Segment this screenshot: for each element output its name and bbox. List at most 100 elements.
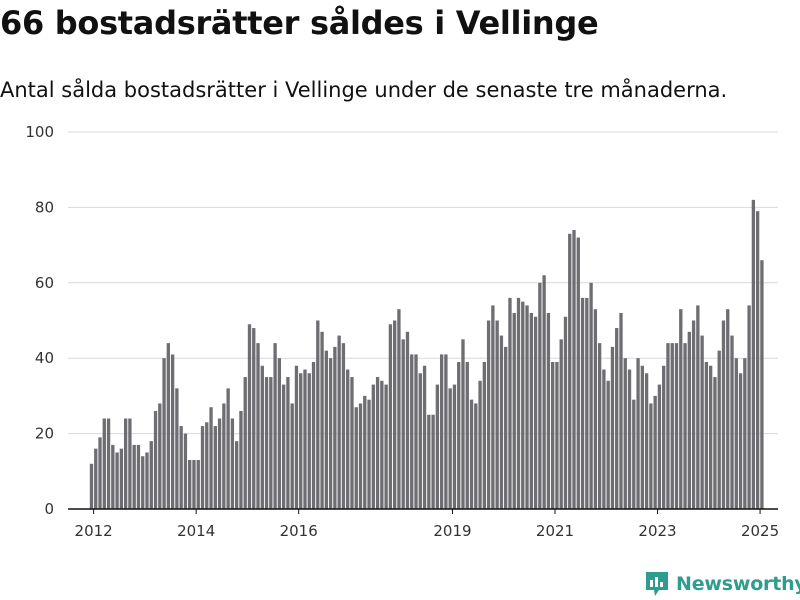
bar xyxy=(704,361,709,509)
bar xyxy=(166,343,171,509)
bar xyxy=(568,233,572,510)
bar xyxy=(708,365,713,509)
bar xyxy=(469,399,474,509)
newsworthy-brand: Newsworthy xyxy=(644,570,800,598)
brand-name: Newsworthy xyxy=(676,573,800,595)
bar xyxy=(94,448,98,509)
bar xyxy=(153,410,158,509)
bar xyxy=(734,358,738,509)
bar xyxy=(98,437,102,509)
bar xyxy=(243,377,247,509)
bar xyxy=(307,373,311,509)
y-tick-label: 80 xyxy=(35,198,54,216)
bar xyxy=(354,407,358,509)
bar xyxy=(495,320,499,509)
bar xyxy=(529,312,533,509)
x-axis: 2012 2014 2016 2019 2021 2023 2025 xyxy=(68,508,779,540)
bar xyxy=(119,448,124,509)
bar xyxy=(721,320,726,509)
bar xyxy=(226,388,230,509)
bar xyxy=(674,343,679,509)
bar xyxy=(136,444,141,509)
bar xyxy=(162,358,166,509)
bar xyxy=(597,343,602,509)
bar xyxy=(474,403,478,509)
bar xyxy=(106,418,111,509)
bar xyxy=(196,459,200,509)
y-tick-label: 20 xyxy=(35,425,54,443)
bar xyxy=(384,384,388,509)
bar xyxy=(730,335,734,509)
bar xyxy=(141,456,145,509)
y-tick-label: 100 xyxy=(25,123,54,141)
bar xyxy=(478,380,482,509)
bar xyxy=(183,433,188,509)
bar xyxy=(747,305,751,509)
bar xyxy=(188,459,192,509)
bar xyxy=(316,320,320,509)
bar xyxy=(341,343,346,509)
bar xyxy=(482,361,487,509)
bar xyxy=(427,414,431,509)
x-tick-label: 2014 xyxy=(177,522,215,540)
bar xyxy=(89,463,94,509)
bar xyxy=(277,358,282,509)
bar xyxy=(551,361,555,509)
bar xyxy=(691,320,696,509)
bar xyxy=(363,395,367,509)
bar xyxy=(717,350,721,509)
bar xyxy=(576,237,580,509)
bar xyxy=(320,331,324,509)
bar xyxy=(602,369,606,509)
bar xyxy=(375,377,380,509)
bar xyxy=(713,377,717,509)
bar xyxy=(572,230,576,509)
bar xyxy=(294,365,299,509)
bar xyxy=(760,260,764,509)
bar xyxy=(333,346,337,509)
newsworthy-logo-icon xyxy=(646,572,668,596)
bar xyxy=(380,380,384,509)
bar xyxy=(559,339,563,509)
bar xyxy=(286,377,290,509)
bar xyxy=(644,373,649,509)
bar xyxy=(457,361,461,509)
bar xyxy=(200,426,205,509)
bar xyxy=(525,305,529,509)
bar xyxy=(350,377,354,509)
bar xyxy=(192,459,196,509)
bar xyxy=(346,369,350,509)
bar xyxy=(205,422,209,509)
bar xyxy=(465,361,469,509)
bar xyxy=(281,384,286,509)
bar xyxy=(115,452,119,509)
bar xyxy=(170,354,175,509)
chart-title: 66 bostadsrätter såldes i Vellinge xyxy=(0,4,599,42)
x-tick-label: 2023 xyxy=(638,522,676,540)
bar xyxy=(111,444,115,509)
bar xyxy=(388,324,393,509)
chart-subtitle: Antal sålda bostadsrätter i Vellinge und… xyxy=(0,78,728,102)
bar xyxy=(414,354,418,509)
bar xyxy=(538,282,542,509)
bar xyxy=(619,312,623,509)
bar xyxy=(743,358,747,509)
bar xyxy=(700,335,704,509)
bar xyxy=(593,309,598,509)
bar xyxy=(213,426,217,509)
bar xyxy=(269,377,273,509)
bar xyxy=(606,380,610,509)
value-annotation: 66 xyxy=(755,0,777,5)
bar xyxy=(615,328,619,509)
bar xyxy=(666,343,670,509)
bar xyxy=(662,365,666,509)
bar xyxy=(632,399,636,509)
bar xyxy=(303,369,307,509)
bar xyxy=(235,441,239,509)
bar-series xyxy=(89,199,764,510)
bar xyxy=(422,365,427,509)
bar xyxy=(371,384,375,509)
bar xyxy=(461,339,465,509)
bar xyxy=(589,282,593,509)
bar xyxy=(264,377,269,509)
